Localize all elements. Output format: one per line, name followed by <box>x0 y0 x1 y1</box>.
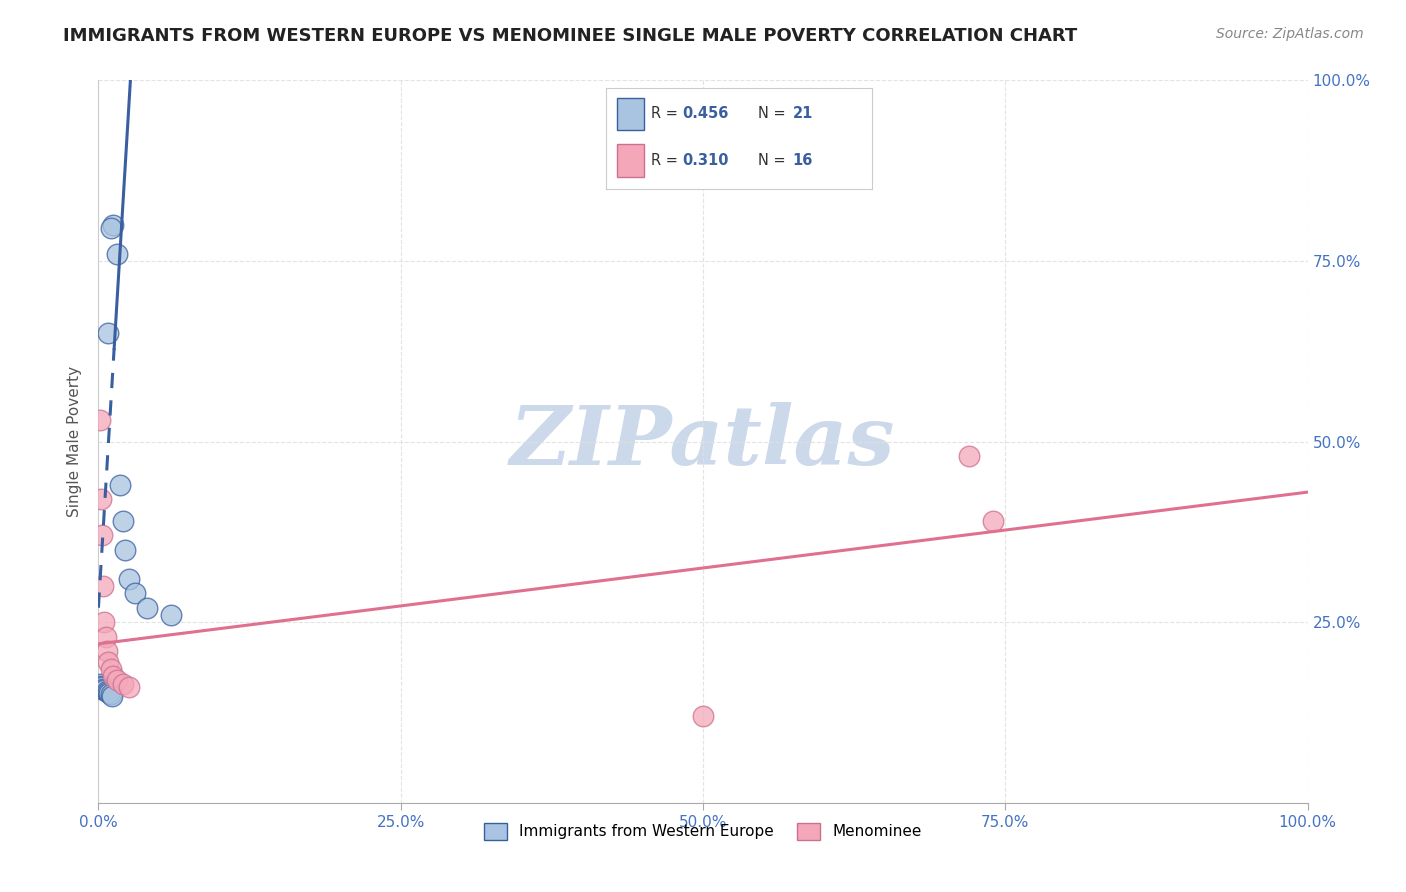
Point <box>118 572 141 586</box>
Point <box>957 449 980 463</box>
Point <box>105 673 128 687</box>
Point <box>101 669 124 683</box>
Point <box>91 681 114 696</box>
Point <box>94 630 117 644</box>
Point <box>160 607 183 622</box>
Y-axis label: Single Male Poverty: Single Male Poverty <box>67 366 83 517</box>
Point <box>100 662 122 676</box>
Point <box>111 676 134 690</box>
Point <box>981 514 1004 528</box>
Point <box>93 683 115 698</box>
Point <box>89 413 111 427</box>
Point <box>100 221 122 235</box>
Point <box>91 528 114 542</box>
Point <box>692 709 714 723</box>
Text: Source: ZipAtlas.com: Source: ZipAtlas.com <box>1216 27 1364 41</box>
Point <box>90 679 112 693</box>
Point <box>91 680 114 694</box>
Point <box>108 478 131 492</box>
Point <box>101 218 124 232</box>
Point <box>114 542 136 557</box>
Point <box>118 680 141 694</box>
Point <box>96 644 118 658</box>
Point <box>135 600 157 615</box>
Point <box>90 492 112 507</box>
Point <box>97 685 120 699</box>
Point <box>98 686 121 700</box>
Point <box>97 655 120 669</box>
Point <box>91 579 114 593</box>
Point <box>93 615 115 630</box>
Text: IMMIGRANTS FROM WESTERN EUROPE VS MENOMINEE SINGLE MALE POVERTY CORRELATION CHAR: IMMIGRANTS FROM WESTERN EUROPE VS MENOMI… <box>63 27 1077 45</box>
Point <box>100 687 122 701</box>
Text: ZIPatlas: ZIPatlas <box>510 401 896 482</box>
Legend: Immigrants from Western Europe, Menominee: Immigrants from Western Europe, Menomine… <box>478 817 928 846</box>
Point <box>111 514 134 528</box>
Point <box>89 676 111 690</box>
Point <box>100 689 122 703</box>
Point <box>97 326 120 340</box>
Point <box>124 586 146 600</box>
Point <box>105 246 128 260</box>
Point <box>96 683 118 698</box>
